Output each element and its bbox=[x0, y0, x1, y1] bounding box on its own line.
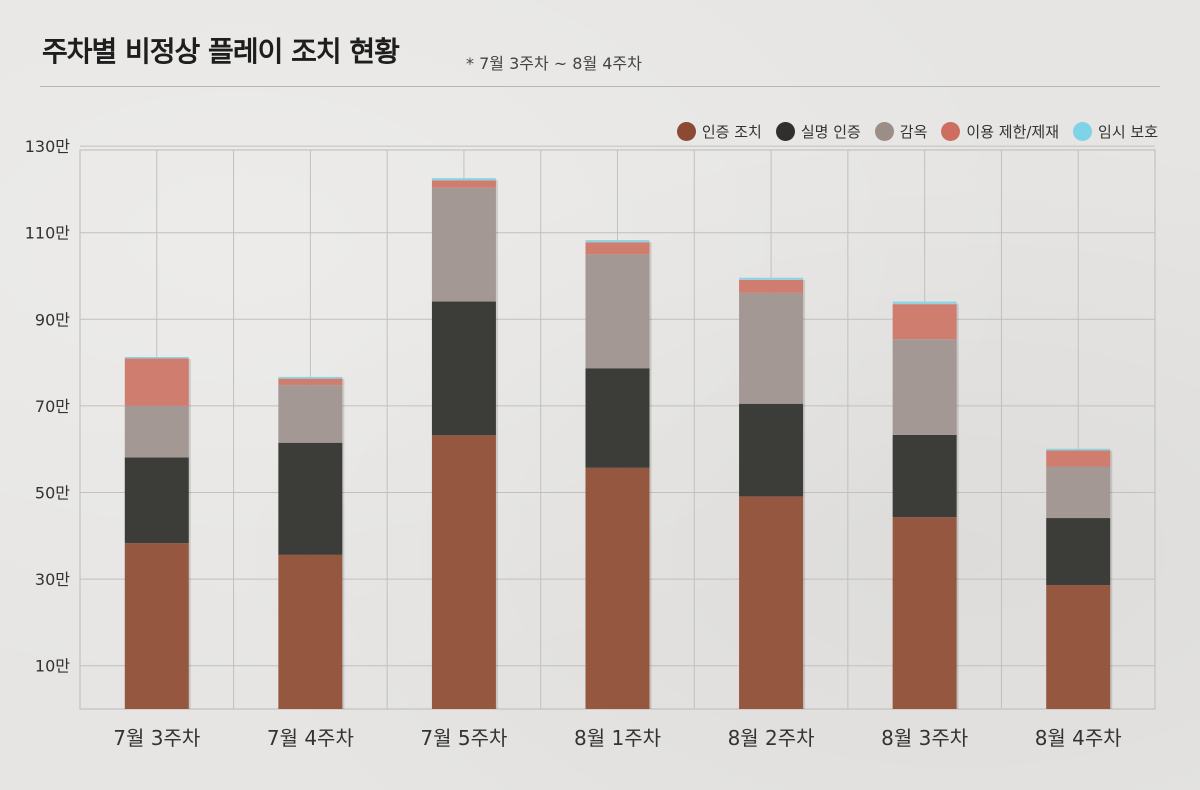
bar-segment bbox=[431, 187, 496, 302]
bar-segment bbox=[1046, 585, 1111, 709]
bar-segment bbox=[278, 385, 343, 443]
bar-segment bbox=[739, 496, 804, 709]
bar-segment bbox=[892, 434, 957, 518]
bar-segment bbox=[431, 435, 496, 709]
bar-segment bbox=[1046, 518, 1111, 586]
legend-dot-temp-protect bbox=[1073, 122, 1093, 141]
legend-dot-auth bbox=[676, 122, 696, 141]
bar-shadow bbox=[495, 180, 498, 710]
bar-shadow bbox=[188, 358, 191, 709]
bar-shadow bbox=[342, 378, 345, 709]
legend-item-restriction: 이용 제한/제재 bbox=[941, 121, 1059, 142]
y-tick-label: 70만 bbox=[35, 397, 70, 416]
bar-segment bbox=[892, 304, 957, 340]
bar-segment bbox=[1046, 448, 1111, 451]
bar-segment bbox=[585, 254, 650, 369]
bar-segment bbox=[124, 405, 189, 458]
bar-segment bbox=[585, 240, 650, 243]
bar-segment bbox=[124, 356, 189, 359]
legend-label-temp-protect: 임시 보호 bbox=[1098, 123, 1158, 141]
legend-item-jail: 감옥 bbox=[874, 121, 928, 142]
legend-dot-realname bbox=[775, 122, 795, 141]
x-tick-label: 7월 4주차 bbox=[267, 726, 354, 750]
bar-segment bbox=[431, 180, 496, 188]
x-tick-label: 7월 5주차 bbox=[420, 726, 507, 750]
x-tick-label: 8월 4주차 bbox=[1035, 726, 1122, 750]
bar-segment bbox=[124, 358, 189, 406]
bar-segment bbox=[585, 467, 650, 709]
bar-segment bbox=[124, 457, 189, 544]
legend-dot-jail bbox=[874, 122, 894, 141]
bar-segment bbox=[278, 442, 343, 555]
legend-dot-restriction bbox=[941, 122, 961, 141]
y-tick-label: 110만 bbox=[25, 224, 71, 243]
legend-item-temp-protect: 임시 보호 bbox=[1073, 121, 1158, 142]
y-tick-label: 30만 bbox=[35, 570, 70, 589]
chart-title: 주차별 비정상 플레이 조치 현황 bbox=[42, 35, 400, 68]
legend-label-realname: 실명 인증 bbox=[800, 123, 861, 141]
chart-legend: 인증 조치 실명 인증 감옥 이용 제한/제재 임시 보호 bbox=[676, 121, 1158, 142]
title-divider bbox=[40, 86, 1160, 87]
bar-shadow bbox=[803, 279, 806, 709]
y-tick-label: 90만 bbox=[35, 310, 70, 329]
bar-segment bbox=[278, 378, 343, 386]
x-tick-label: 8월 3주차 bbox=[881, 726, 968, 750]
legend-label-jail: 감옥 bbox=[899, 123, 928, 141]
legend-item-auth: 인증 조치 bbox=[676, 121, 762, 142]
bar-shadow bbox=[649, 242, 652, 709]
bar-segment bbox=[278, 376, 343, 379]
bar-segment bbox=[1046, 466, 1111, 519]
bar-segment bbox=[585, 368, 650, 468]
legend-label-restriction: 이용 제한/제재 bbox=[966, 123, 1060, 141]
x-tick-label: 7월 3주차 bbox=[113, 726, 200, 750]
bar-shadow bbox=[956, 303, 959, 709]
bar-segment bbox=[124, 543, 189, 709]
bar-segment bbox=[431, 178, 496, 181]
bar-segment bbox=[585, 242, 650, 255]
bar-segment bbox=[892, 517, 957, 709]
y-tick-label: 130만 bbox=[25, 137, 71, 156]
legend-item-realname: 실명 인증 bbox=[775, 121, 861, 142]
chart-subtitle: * 7월 3주차 ~ 8월 4주차 bbox=[466, 54, 642, 73]
y-tick-label: 50만 bbox=[35, 484, 70, 503]
legend-label-auth: 인증 조치 bbox=[701, 123, 762, 141]
bar-segment bbox=[892, 339, 957, 435]
bar-segment bbox=[431, 301, 496, 436]
x-tick-label: 8월 2주차 bbox=[728, 726, 815, 750]
y-tick-label: 10만 bbox=[35, 657, 70, 676]
bar-segment bbox=[739, 277, 804, 280]
bar-segment bbox=[278, 554, 343, 709]
bar-segment bbox=[739, 292, 804, 404]
bar-segment bbox=[1046, 450, 1111, 467]
bar-shadow bbox=[1110, 450, 1113, 709]
bar-segment bbox=[892, 301, 957, 305]
bar-segment bbox=[739, 279, 804, 293]
x-tick-label: 8월 1주차 bbox=[574, 726, 661, 750]
bar-segment bbox=[739, 403, 804, 497]
